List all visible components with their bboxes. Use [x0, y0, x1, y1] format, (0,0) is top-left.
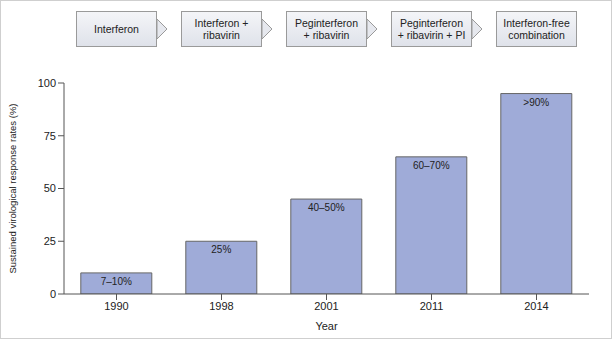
- svg-text:2014: 2014: [524, 300, 548, 312]
- html-text:Interferon: Interferon: [94, 23, 139, 35]
- svg-text:7–10%: 7–10%: [101, 276, 132, 287]
- svg-text:100: 100: [38, 77, 56, 89]
- svg-text:Year: Year: [315, 320, 338, 332]
- html-text:Peginterferon + ribavirin: Peginterferon + ribavirin: [295, 17, 358, 41]
- svg-text:2011: 2011: [420, 300, 444, 312]
- svg-text:40–50%: 40–50%: [308, 202, 345, 213]
- svg-text:2001: 2001: [314, 300, 338, 312]
- svg-text:60–70%: 60–70%: [413, 160, 450, 171]
- svg-text:1998: 1998: [209, 300, 233, 312]
- svg-text:75: 75: [44, 130, 56, 142]
- html-text:Interferon-free combination: Interferon-free combination: [503, 17, 570, 41]
- html-text:Interferon + ribavirin: Interferon + ribavirin: [194, 17, 249, 41]
- svg-text:1990: 1990: [104, 300, 128, 312]
- svg-text:>90%: >90%: [523, 97, 549, 108]
- svg-text:25: 25: [44, 235, 56, 247]
- svg-text:0: 0: [50, 288, 56, 300]
- svg-text:25%: 25%: [211, 244, 231, 255]
- svg-text:50: 50: [44, 182, 56, 194]
- svg-text:Sustained virological response: Sustained virological response rates (%): [8, 103, 18, 273]
- html-text:Peginterferon + ribavirin + PI: Peginterferon + ribavirin + PI: [397, 17, 466, 41]
